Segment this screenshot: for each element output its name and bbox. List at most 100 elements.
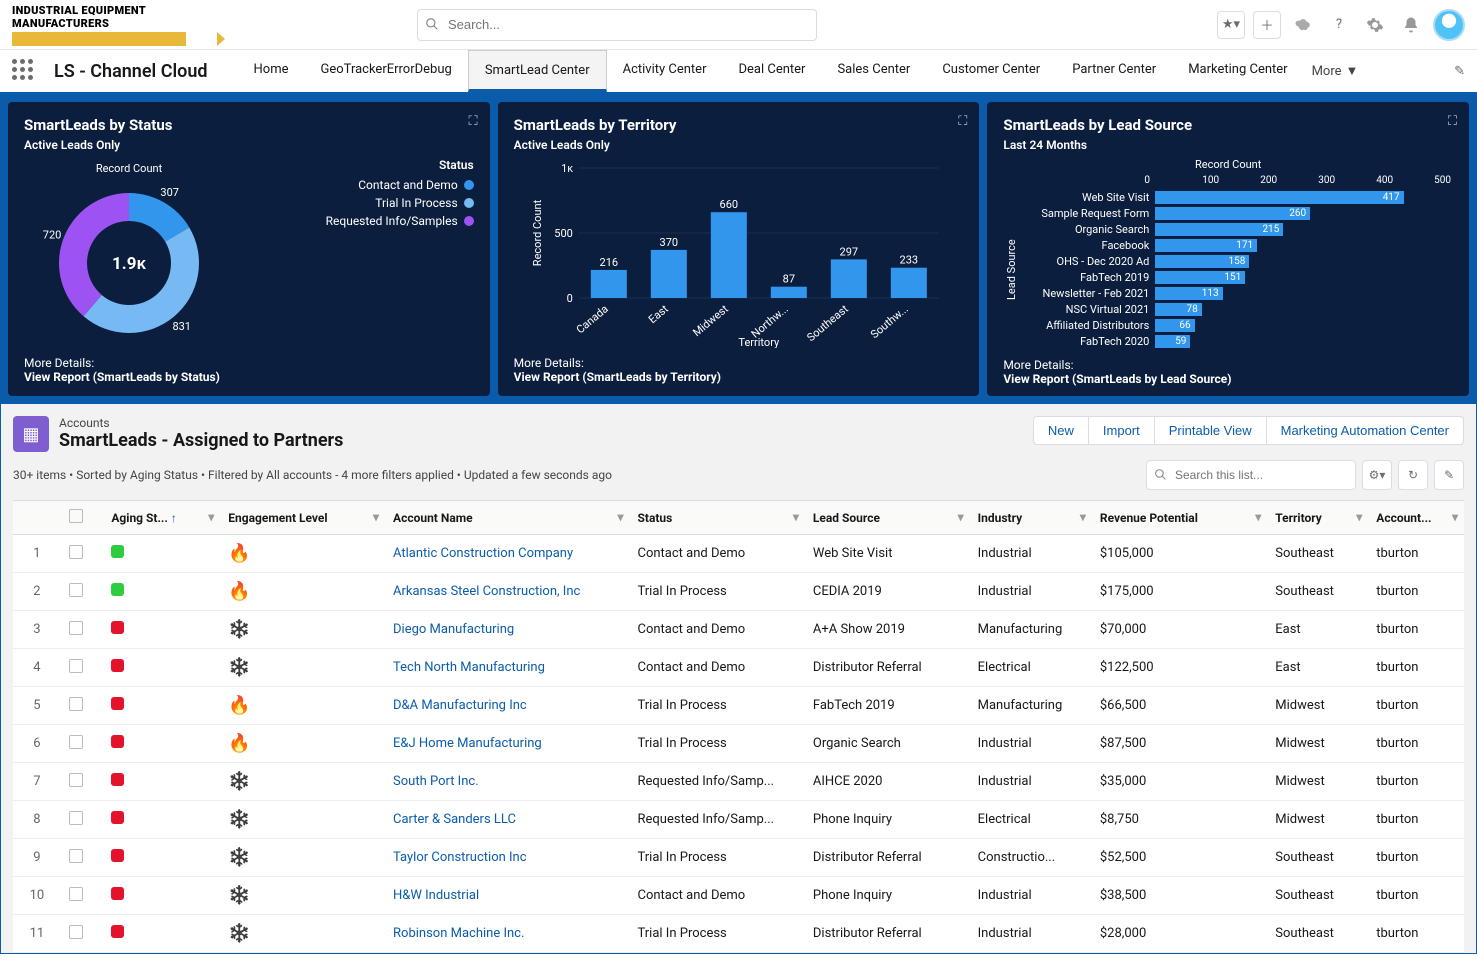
column-header[interactable]: Account Name▾ bbox=[385, 501, 629, 535]
row-checkbox[interactable] bbox=[61, 839, 104, 877]
expand-icon[interactable]: ⛶ bbox=[958, 114, 967, 129]
column-header[interactable]: Territory▾ bbox=[1267, 501, 1368, 535]
user-avatar[interactable] bbox=[1433, 9, 1465, 41]
cell-industry: Manufacturing bbox=[970, 687, 1092, 725]
donut-chart: Record Count3078317201.9ᴋ bbox=[24, 158, 234, 348]
setup-icon[interactable] bbox=[1361, 11, 1389, 39]
svg-text:370: 370 bbox=[659, 236, 678, 249]
cell-status: Trial In Process bbox=[630, 687, 805, 725]
table-row[interactable]: 5🔥D&A Manufacturing IncTrial In ProcessF… bbox=[13, 687, 1464, 725]
cell-owner: tburton bbox=[1368, 611, 1464, 649]
col-select[interactable] bbox=[61, 501, 104, 535]
nav-tab[interactable]: SmartLead Center bbox=[468, 50, 607, 92]
list-search-input[interactable] bbox=[1146, 460, 1356, 490]
view-report-link[interactable]: View Report (SmartLeads by Status) bbox=[24, 370, 220, 384]
expand-icon[interactable]: ⛶ bbox=[469, 114, 478, 129]
salesforce-icon[interactable] bbox=[1289, 11, 1317, 39]
cell-account-name[interactable]: Diego Manufacturing bbox=[385, 611, 629, 649]
table-row[interactable]: 7❄️South Port Inc.Requested Info/Samp...… bbox=[13, 763, 1464, 801]
more-details-label: More Details: bbox=[514, 356, 964, 370]
column-header[interactable]: Aging St... ↑▾ bbox=[103, 501, 220, 535]
column-header[interactable]: Status▾ bbox=[630, 501, 805, 535]
svg-text:720: 720 bbox=[43, 229, 62, 242]
cell-lead-source: Phone Inquiry bbox=[805, 801, 970, 839]
cell-account-name[interactable]: E&J Home Manufacturing bbox=[385, 725, 629, 763]
row-checkbox[interactable] bbox=[61, 535, 104, 573]
row-checkbox[interactable] bbox=[61, 611, 104, 649]
nav-tab[interactable]: Partner Center bbox=[1056, 50, 1172, 92]
cell-lead-source: A+A Show 2019 bbox=[805, 611, 970, 649]
cell-account-name[interactable]: Arkansas Steel Construction, Inc bbox=[385, 573, 629, 611]
table-row[interactable]: 10❄️H&W IndustrialContact and DemoPhone … bbox=[13, 877, 1464, 915]
row-number: 4 bbox=[13, 649, 61, 687]
column-header[interactable]: Revenue Potential▾ bbox=[1092, 501, 1267, 535]
row-checkbox[interactable] bbox=[61, 687, 104, 725]
row-checkbox[interactable] bbox=[61, 573, 104, 611]
view-report-link[interactable]: View Report (SmartLeads by Lead Source) bbox=[1003, 372, 1231, 386]
table-row[interactable]: 9❄️Taylor Construction IncTrial In Proce… bbox=[13, 839, 1464, 877]
cell-account-name[interactable]: Tech North Manufacturing bbox=[385, 649, 629, 687]
edit-list-icon[interactable]: ✎ bbox=[1434, 460, 1464, 490]
notification-icon[interactable] bbox=[1397, 11, 1425, 39]
cell-account-name[interactable]: Atlantic Construction Company bbox=[385, 535, 629, 573]
cell-revenue: $38,500 bbox=[1092, 877, 1267, 915]
more-details-label: More Details: bbox=[24, 356, 474, 370]
cell-account-name[interactable]: Taylor Construction Inc bbox=[385, 839, 629, 877]
table-row[interactable]: 1🔥Atlantic Construction CompanyContact a… bbox=[13, 535, 1464, 573]
list-action-button[interactable]: New bbox=[1033, 416, 1089, 445]
table-row[interactable]: 6🔥E&J Home ManufacturingTrial In Process… bbox=[13, 725, 1464, 763]
row-checkbox[interactable] bbox=[61, 649, 104, 687]
add-icon[interactable]: ＋ bbox=[1253, 11, 1281, 39]
nav-tab[interactable]: Activity Center bbox=[607, 50, 723, 92]
cell-status: Contact and Demo bbox=[630, 611, 805, 649]
global-search-input[interactable] bbox=[417, 9, 817, 41]
cell-account-name[interactable]: H&W Industrial bbox=[385, 877, 629, 915]
row-checkbox[interactable] bbox=[61, 801, 104, 839]
cell-account-name[interactable]: South Port Inc. bbox=[385, 763, 629, 801]
edit-nav-icon[interactable]: ✎ bbox=[1454, 64, 1465, 79]
table-row[interactable]: 3❄️Diego ManufacturingContact and DemoA+… bbox=[13, 611, 1464, 649]
table-row[interactable]: 4❄️Tech North ManufacturingContact and D… bbox=[13, 649, 1464, 687]
table-row[interactable]: 11❄️Robinson Machine Inc.Trial In Proces… bbox=[13, 915, 1464, 953]
cell-aging bbox=[103, 687, 220, 725]
column-header[interactable]: Engagement Level▾ bbox=[220, 501, 385, 535]
column-header[interactable]: Industry▾ bbox=[970, 501, 1092, 535]
table-row[interactable]: 8❄️Carter & Sanders LLCRequested Info/Sa… bbox=[13, 801, 1464, 839]
nav-tab[interactable]: Marketing Center bbox=[1172, 50, 1303, 92]
cell-industry: Electrical bbox=[970, 649, 1092, 687]
row-checkbox[interactable] bbox=[61, 915, 104, 953]
column-header[interactable]: Account...▾ bbox=[1368, 501, 1464, 535]
cell-industry: Industrial bbox=[970, 725, 1092, 763]
refresh-icon[interactable]: ↻ bbox=[1398, 460, 1428, 490]
nav-more[interactable]: More ▼ bbox=[1312, 63, 1359, 79]
list-action-button[interactable]: Import bbox=[1089, 416, 1155, 445]
card-smartleads-leadsource: ⛶ SmartLeads by Lead Source Last 24 Mont… bbox=[987, 102, 1469, 396]
logo-bar bbox=[12, 32, 217, 46]
list-action-button[interactable]: Printable View bbox=[1155, 416, 1267, 445]
app-launcher-icon[interactable] bbox=[12, 59, 36, 83]
nav-tab[interactable]: Customer Center bbox=[926, 50, 1056, 92]
nav-tab[interactable]: Sales Center bbox=[821, 50, 926, 92]
nav-tab[interactable]: GeoTrackerErrorDebug bbox=[305, 50, 468, 92]
expand-icon[interactable]: ⛶ bbox=[1448, 114, 1457, 129]
nav-tab[interactable]: Deal Center bbox=[722, 50, 821, 92]
row-checkbox[interactable] bbox=[61, 725, 104, 763]
search-icon bbox=[1154, 468, 1167, 484]
nav-tab[interactable]: Home bbox=[238, 50, 305, 92]
view-report-link[interactable]: View Report (SmartLeads by Territory) bbox=[514, 370, 721, 384]
favorites-icon[interactable]: ★▾ bbox=[1217, 11, 1245, 39]
row-checkbox[interactable] bbox=[61, 877, 104, 915]
row-checkbox[interactable] bbox=[61, 763, 104, 801]
help-icon[interactable]: ? bbox=[1325, 11, 1353, 39]
cell-account-name[interactable]: D&A Manufacturing Inc bbox=[385, 687, 629, 725]
list-action-button[interactable]: Marketing Automation Center bbox=[1267, 416, 1464, 445]
cell-lead-source: Phone Inquiry bbox=[805, 877, 970, 915]
cell-account-name[interactable]: Robinson Machine Inc. bbox=[385, 915, 629, 953]
svg-text:Canada: Canada bbox=[573, 302, 610, 336]
cell-engagement: ❄️ bbox=[220, 877, 385, 915]
cell-account-name[interactable]: Carter & Sanders LLC bbox=[385, 801, 629, 839]
column-header[interactable]: Lead Source▾ bbox=[805, 501, 970, 535]
list-settings-icon[interactable]: ⚙▾ bbox=[1362, 460, 1392, 490]
svg-text:307: 307 bbox=[160, 186, 179, 199]
table-row[interactable]: 2🔥Arkansas Steel Construction, IncTrial … bbox=[13, 573, 1464, 611]
